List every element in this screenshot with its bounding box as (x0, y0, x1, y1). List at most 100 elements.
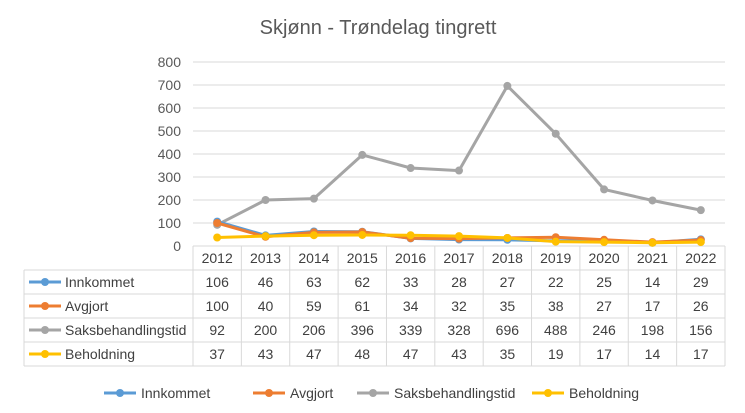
data-label: 396 (351, 322, 375, 338)
data-point (503, 233, 512, 242)
table-series-label: Saksbehandlingstid (65, 322, 186, 338)
data-point (213, 233, 222, 242)
data-label: 27 (500, 274, 516, 290)
table-legend-marker (41, 278, 49, 286)
data-label: 48 (354, 346, 370, 362)
data-label: 43 (258, 346, 274, 362)
data-point (309, 194, 318, 203)
data-point (600, 238, 609, 247)
data-label: 19 (548, 346, 564, 362)
data-label: 488 (544, 322, 568, 338)
y-tick-label: 0 (173, 238, 181, 254)
legend-label: Innkommet (141, 385, 210, 401)
data-point (455, 232, 463, 241)
data-label: 37 (209, 346, 225, 362)
y-tick-label: 300 (158, 169, 182, 185)
data-label: 156 (689, 322, 713, 338)
table-series-label: Avgjort (65, 298, 108, 314)
y-tick-label: 600 (158, 100, 182, 116)
data-label: 35 (500, 346, 516, 362)
y-axis: 0 100 200 300 400 500 600 700 800 (158, 54, 182, 254)
data-label: 25 (596, 274, 612, 290)
x-tick-label: 2019 (540, 250, 571, 266)
data-label: 35 (500, 298, 516, 314)
legend: Innkommet Avgjort Saksbehandlingstid Behold… (104, 385, 639, 401)
data-label: 61 (354, 298, 370, 314)
y-tick-label: 500 (158, 123, 182, 139)
data-label: 26 (693, 298, 709, 314)
data-label: 46 (258, 274, 274, 290)
data-label: 22 (548, 274, 564, 290)
data-label: 106 (206, 274, 230, 290)
x-tick-label: 2013 (250, 250, 281, 266)
data-point (503, 81, 512, 90)
series-lines (213, 81, 705, 247)
data-point (309, 231, 318, 240)
data-point (696, 238, 705, 247)
data-label: 40 (258, 298, 274, 314)
data-label: 14 (645, 274, 661, 290)
data-point (261, 196, 270, 204)
data-label: 17 (693, 346, 709, 362)
data-label: 38 (548, 298, 564, 314)
data-point (696, 206, 705, 215)
data-point (358, 150, 367, 159)
legend-marker (369, 389, 377, 397)
y-tick-label: 100 (158, 215, 182, 231)
x-tick-label: 2020 (589, 250, 620, 266)
data-point (406, 231, 415, 240)
table-legend-marker (41, 302, 49, 310)
data-point (648, 196, 657, 205)
legend-marker (544, 389, 552, 397)
chart-title: Skjønn - Trøndelag tingrett (260, 17, 497, 39)
data-label: 339 (399, 322, 423, 338)
data-label: 198 (641, 322, 665, 338)
data-label: 17 (645, 298, 661, 314)
data-point (261, 232, 270, 241)
data-label: 696 (496, 322, 520, 338)
data-label: 32 (451, 298, 467, 314)
data-label: 63 (306, 274, 322, 290)
x-tick-label: 2012 (202, 250, 233, 266)
data-label: 27 (596, 298, 612, 314)
data-label: 100 (206, 298, 230, 314)
y-tick-label: 200 (158, 192, 182, 208)
data-table: 2012 2013 2014 2015 2016 2017 2018 2019 2020 2021… (23, 245, 726, 367)
x-tick-label: 2015 (347, 250, 378, 266)
x-tick-label: 2022 (685, 250, 716, 266)
table-legend-marker (41, 350, 49, 358)
data-label: 92 (209, 322, 225, 338)
legend-marker (265, 389, 273, 397)
table-series-label: Beholdning (65, 346, 135, 362)
series-line (216, 84, 702, 227)
data-label: 17 (596, 346, 612, 362)
y-tick-label: 800 (158, 54, 182, 70)
data-label: 14 (645, 346, 661, 362)
data-point (551, 129, 560, 138)
legend-label: Beholdning (569, 385, 639, 401)
data-label: 47 (306, 346, 322, 362)
data-label: 33 (403, 274, 419, 290)
legend-label: Saksbehandlingstid (394, 385, 515, 401)
x-tick-label: 2017 (443, 250, 474, 266)
data-label: 43 (451, 346, 467, 362)
data-label: 59 (306, 298, 322, 314)
data-point (406, 164, 415, 173)
x-tick-label: 2016 (395, 250, 426, 266)
x-tick-label: 2021 (637, 250, 668, 266)
data-label: 47 (403, 346, 419, 362)
data-point (358, 230, 367, 239)
data-point (600, 185, 609, 194)
data-label: 34 (403, 298, 419, 314)
data-point (455, 166, 463, 175)
legend-label: Avgjort (290, 385, 333, 401)
data-label: 29 (693, 274, 709, 290)
data-label: 200 (254, 322, 278, 338)
legend-marker (116, 389, 124, 397)
data-label: 328 (447, 322, 471, 338)
y-tick-label: 700 (158, 77, 182, 93)
data-point (551, 237, 560, 246)
table-series-label: Innkommet (65, 274, 134, 290)
y-tick-label: 400 (158, 146, 182, 162)
